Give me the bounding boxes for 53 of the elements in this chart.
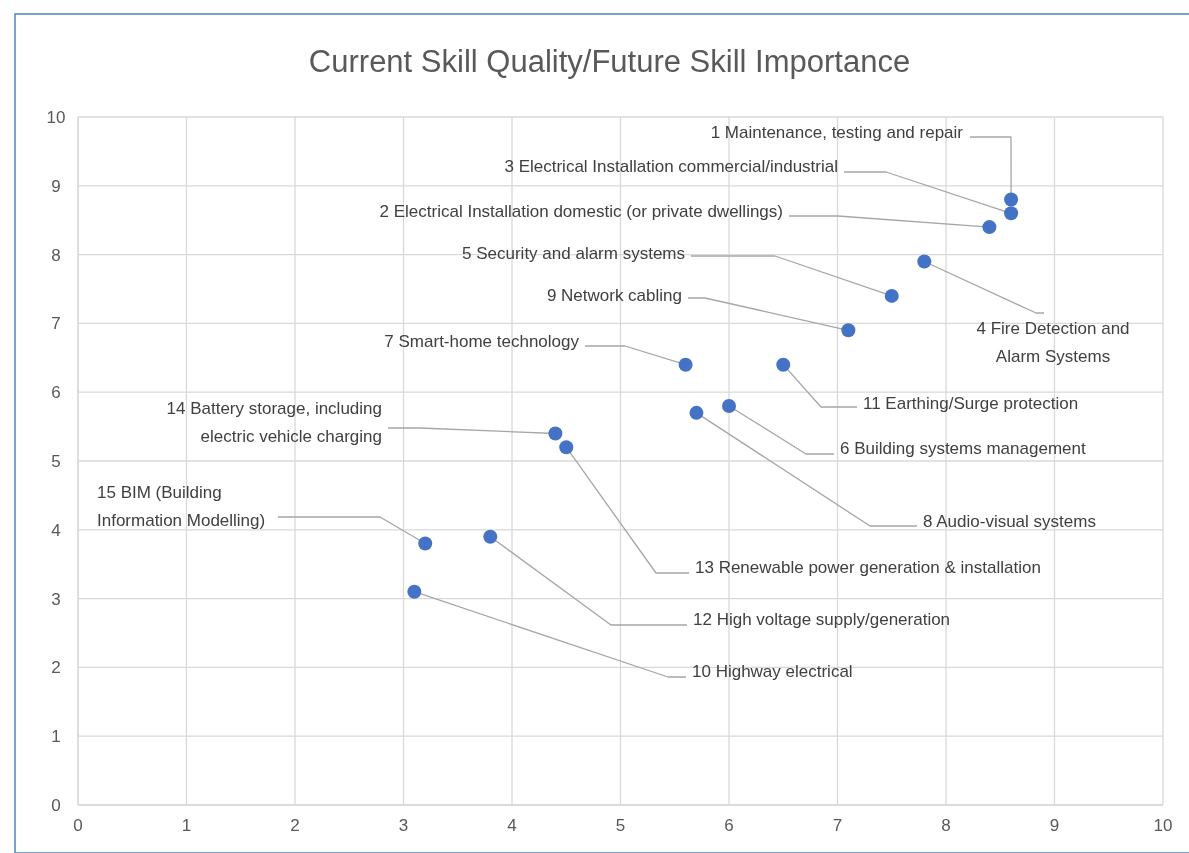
x-tick-label: 3 [398, 816, 409, 835]
annotation: 12 High voltage supply/generation [693, 610, 951, 629]
y-tick-label: 6 [51, 383, 61, 403]
annotation: 8 Audio-visual systems [923, 512, 1096, 531]
x-tick-label: 0 [73, 816, 83, 835]
x-tick-label: 10 [1153, 816, 1173, 835]
x-tick-label: 4 [507, 816, 517, 835]
annotation: 2 Electrical Installation domestic (or private dwellings) [379, 202, 783, 221]
point [917, 254, 932, 269]
x-tick-label: 5 [615, 816, 626, 835]
x-tick-label: 9 [1049, 816, 1060, 835]
annotation: 9 Network cabling [546, 286, 682, 305]
annotation: 14 Battery storage, including electric vehicle charging [166, 399, 382, 446]
point [776, 357, 791, 372]
chart-title: Current Skill Quality/Future Skill Importance [308, 44, 911, 79]
y-tick-label: 7 [51, 314, 61, 334]
annotation: 4 Fire Detection and Alarm Systems [976, 319, 1130, 366]
point [884, 288, 899, 303]
y-tick-label: 8 [51, 245, 61, 265]
y-tick-label: 2 [51, 658, 61, 678]
point [1004, 206, 1019, 221]
x-tick-label: 6 [724, 816, 734, 835]
y-tick-label: 3 [51, 589, 61, 609]
annotation: 3 Electrical Installation commercial/industrial [504, 157, 838, 176]
point [689, 405, 704, 420]
point [407, 584, 422, 599]
point [841, 323, 856, 338]
point [982, 220, 997, 235]
annotation: 11 Earthing/Surge protection [863, 394, 1079, 413]
y-tick-label: 4 [51, 520, 61, 540]
y-tick-label: 9 [51, 176, 61, 196]
annotation: 15 BIM (Building Information Modelling) [97, 483, 266, 530]
y-tick-label: 10 [46, 108, 66, 127]
x-tick-label: 8 [941, 816, 951, 835]
point [559, 440, 574, 455]
annotation: 13 Renewable power generation & installation [695, 558, 1041, 577]
point [678, 357, 693, 372]
point [548, 426, 563, 441]
y-tick-label: 5 [51, 452, 61, 471]
annotation: 7 Smart-home technology [384, 332, 580, 351]
annotation: 10 Highway electrical [692, 662, 853, 681]
point [1004, 192, 1019, 207]
x-tick-label: 2 [290, 816, 300, 835]
y-tick-label: 1 [51, 727, 61, 747]
annotation: 5 Security and alarm systems [462, 244, 685, 263]
x-tick-label: 7 [832, 816, 843, 835]
point [418, 536, 433, 551]
x-tick-label: 1 [181, 816, 192, 835]
point [483, 529, 498, 544]
annotation: 1 Maintenance, testing and repair [710, 123, 964, 142]
point [722, 398, 736, 413]
annotation: 6 Building systems management [840, 439, 1086, 458]
y-tick-label: 0 [51, 796, 61, 815]
